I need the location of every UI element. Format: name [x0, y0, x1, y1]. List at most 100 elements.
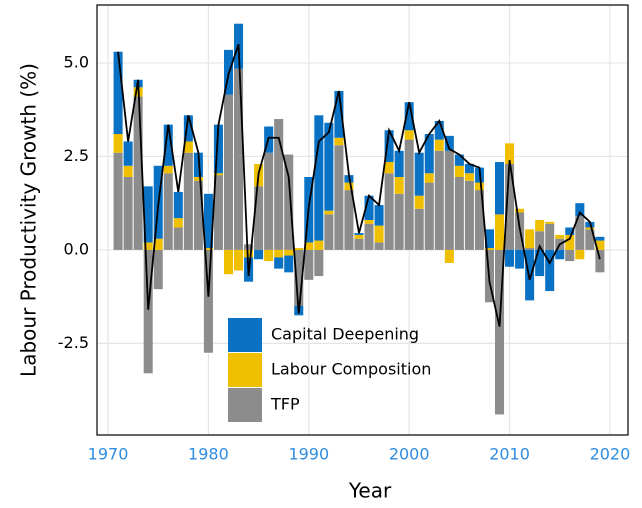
bar-segment: [183, 141, 193, 153]
bar-segment: [474, 190, 484, 250]
bar-segment: [585, 227, 595, 230]
bar-segment: [464, 180, 474, 250]
bar-segment: [535, 231, 545, 250]
bar-segment: [234, 68, 244, 250]
bar-segment: [424, 134, 434, 174]
bar-segment: [394, 150, 404, 177]
bar-segment: [163, 124, 173, 166]
bar-segment: [304, 242, 314, 250]
bar-segment: [374, 225, 384, 243]
bar-segment: [505, 249, 515, 267]
bar-segment: [284, 154, 294, 250]
bar-segment: [494, 162, 505, 215]
bar-segment: [434, 139, 444, 151]
bar-segment: [525, 229, 535, 249]
bar-segment: [414, 195, 424, 209]
bar-segment: [505, 143, 515, 164]
bar-segment: [143, 242, 153, 250]
bar-segment: [143, 249, 153, 374]
bar-segment: [314, 249, 324, 277]
bar-segment: [123, 165, 133, 177]
bar-segment: [244, 249, 254, 258]
legend-label: Capital Deepening: [271, 325, 419, 344]
x-tick-label: 2000: [389, 445, 430, 464]
bar-segment: [324, 214, 334, 250]
bar-segment: [254, 186, 264, 250]
bar-segment: [364, 195, 374, 220]
bar-segment: [334, 137, 344, 146]
bar-segment: [404, 130, 414, 140]
bar-segment: [133, 96, 143, 250]
bar-segment: [364, 223, 374, 250]
bar-segment: [223, 249, 234, 275]
bar-segment: [193, 177, 203, 181]
bar-segment: [354, 233, 364, 235]
legend-label: Labour Composition: [271, 360, 431, 379]
bar-segment: [404, 102, 414, 131]
bar-segment: [304, 249, 314, 280]
bar-segment: [434, 120, 444, 140]
bar-segment: [183, 115, 193, 142]
bar-segment: [575, 203, 585, 217]
y-axis-title: Labour Productivity Growth (%): [17, 63, 41, 377]
bar-segment: [284, 255, 294, 273]
bar-segment: [444, 135, 454, 151]
x-tick-label: 1970: [88, 445, 129, 464]
bar-segment: [595, 240, 605, 250]
legend-swatch: [228, 388, 262, 422]
bar-segment: [173, 227, 183, 250]
bar-segment: [334, 145, 344, 250]
bar-segment: [334, 91, 344, 138]
x-tick-label: 1990: [288, 445, 329, 464]
bar-segment: [444, 150, 454, 250]
bar-segment: [354, 238, 364, 250]
bar-segment: [213, 175, 223, 250]
bar-segment: [244, 244, 254, 250]
bar-segment: [484, 248, 494, 250]
bar-segment: [314, 115, 324, 241]
bar-segment: [515, 249, 525, 269]
bar-segment: [223, 94, 234, 250]
bar-segment: [274, 249, 284, 258]
bar-segment: [394, 193, 404, 250]
bar-segment: [494, 249, 505, 415]
bar-segment: [444, 249, 454, 263]
bar-segment: [254, 249, 264, 260]
bar-segment: [484, 229, 494, 249]
bar-segment: [264, 249, 274, 262]
bar-segment: [595, 236, 605, 241]
bar-segment: [173, 191, 183, 219]
bar-segment: [153, 238, 163, 250]
bar-segment: [545, 223, 555, 250]
bar-segment: [324, 210, 334, 215]
bar-segment: [454, 165, 464, 177]
bar-segment: [595, 249, 605, 273]
y-tick-label: 0.0: [64, 239, 89, 258]
bar-segment: [555, 249, 565, 260]
bar-segment: [575, 216, 585, 250]
bar-segment: [374, 205, 384, 226]
bar-segment: [505, 163, 515, 250]
legend-swatch: [228, 353, 262, 387]
bar-segment: [163, 165, 173, 174]
bar-segment: [123, 141, 133, 166]
x-axis-title: Year: [348, 479, 392, 503]
bar-segment: [234, 249, 244, 271]
bar-segment: [565, 234, 575, 250]
bar-segment: [183, 152, 193, 250]
bar-segment: [565, 227, 575, 235]
bar-segment: [535, 249, 545, 277]
bar-segment: [123, 177, 133, 250]
panel-border: [96, 4, 629, 436]
bar-segment: [294, 248, 304, 250]
y-tick-label: -2.5: [58, 333, 89, 352]
y-tick-label: 5.0: [64, 52, 89, 71]
bar-segment: [545, 221, 555, 224]
bar-segment: [565, 249, 575, 262]
bar-segment: [494, 214, 505, 250]
bar-segment: [364, 220, 374, 224]
bar-segment: [354, 234, 364, 239]
x-tick-label: 2010: [489, 445, 530, 464]
bar-segment: [374, 242, 384, 250]
